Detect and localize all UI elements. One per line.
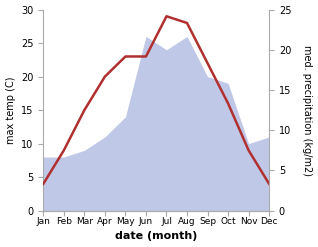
Y-axis label: med. precipitation (kg/m2): med. precipitation (kg/m2) — [302, 45, 313, 176]
X-axis label: date (month): date (month) — [115, 231, 197, 242]
Y-axis label: max temp (C): max temp (C) — [5, 76, 16, 144]
